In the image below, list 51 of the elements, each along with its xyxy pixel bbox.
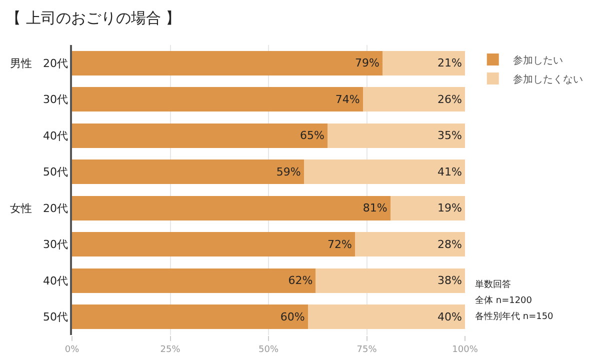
y-tick-label: 男性 20代 [10,56,68,70]
data-label: 21% [438,56,462,70]
y-tick-label: 50代 [43,310,68,324]
bar [72,160,304,184]
chart-title: 【 上司のおごりの場合 】 [6,9,181,28]
data-label: 65% [300,129,324,142]
y-tick-label: 50代 [43,166,68,179]
data-label: 60% [280,310,305,324]
text: 単数回答 [475,279,511,290]
y-tick-label: 40代 [43,274,68,288]
data-label: 41% [438,165,462,178]
y-tick-label: 40代 [43,129,68,142]
bar [304,160,465,184]
data-label: 72% [328,238,352,251]
y-tick-label: 30代 [43,238,68,252]
bar [72,123,328,148]
data-label: 19% [438,202,462,215]
data-label: 81% [362,202,388,215]
bar [72,50,382,76]
x-tick-label: 0% [64,344,80,355]
data-label: 40% [438,310,462,324]
data-label: 59% [276,165,301,178]
x-tick-label: 25% [160,344,181,355]
bar [354,232,465,257]
x-tick-label: 100% [452,344,478,355]
bar [362,87,465,112]
x-tick-label: 50% [258,344,279,355]
data-label: 38% [438,274,462,288]
x-tick-label: 75% [356,344,378,355]
y-tick-label: 女性 20代 [10,202,68,215]
bar [390,196,465,220]
bar [72,232,355,257]
bar [72,268,316,293]
legend-label: 参加したい [512,54,563,66]
bar [316,268,465,293]
data-label: 35% [438,129,462,142]
text: 各性別年代 n=150 [475,311,554,322]
bar [72,304,308,330]
legend-label: 参加したくない [512,73,583,86]
bar [382,50,465,76]
bar [72,196,390,220]
bar [327,123,465,148]
text: 全体 n=1200 [475,295,532,306]
data-label: 62% [288,274,313,288]
bar [308,304,465,330]
data-label: 74% [335,92,360,106]
data-label: 79% [355,56,380,70]
bar [72,87,363,112]
y-tick-label: 30代 [43,93,68,106]
data-label: 28% [438,238,462,251]
data-label: 26% [438,92,462,106]
